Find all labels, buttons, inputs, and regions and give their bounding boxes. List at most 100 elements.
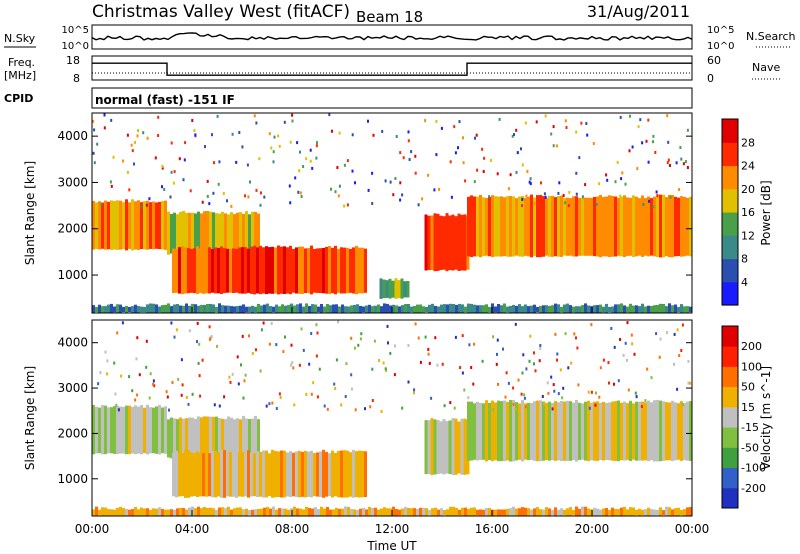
heatmap-cell-column — [439, 215, 443, 270]
heatmap-speckle — [128, 375, 131, 379]
heatmap-speckle — [504, 395, 507, 399]
heatmap-cell-column — [212, 508, 215, 516]
heatmap-speckle — [522, 353, 525, 357]
heatmap-cell-column — [281, 304, 284, 313]
heatmap-speckle — [443, 404, 446, 408]
heatmap-speckle — [512, 403, 515, 406]
heatmap-cell-column — [572, 306, 575, 313]
x-tick-label: 08:00 — [275, 522, 310, 536]
heatmap-cell-column — [167, 303, 170, 313]
heatmap-speckle — [178, 157, 181, 161]
heatmap-cell-column — [623, 401, 626, 461]
heatmap-cell-column — [575, 306, 578, 313]
heatmap-cell-column — [155, 508, 158, 516]
heatmap-speckle — [462, 161, 465, 165]
heatmap-speckle — [265, 404, 268, 408]
heatmap-cell-column — [260, 508, 263, 516]
heatmap-cell-column — [485, 400, 488, 462]
heatmap-cell-column — [668, 303, 671, 313]
heatmap-speckle — [607, 361, 610, 365]
heatmap-cell-column — [644, 509, 647, 516]
heatmap-cell-column — [346, 450, 349, 498]
heatmap-speckle — [146, 136, 149, 140]
heatmap-cell-column — [458, 509, 461, 516]
heatmap-cell-column — [436, 213, 440, 271]
heatmap-speckle — [188, 329, 191, 333]
heatmap-speckle — [525, 194, 528, 198]
power-panel: 1000 2000 3000 4000 Slant Range [km] 4 8 12 16… — [23, 112, 773, 314]
heatmap-speckle — [353, 346, 356, 350]
heatmap-cell-column — [275, 509, 278, 516]
heatmap-cell-column — [202, 246, 205, 294]
heatmap-cell-column — [584, 303, 587, 313]
heatmap-speckle — [681, 403, 684, 407]
heatmap-cell-column — [671, 195, 674, 258]
heatmap-cell-column — [346, 247, 349, 294]
heatmap-cell-column — [188, 417, 191, 459]
heatmap-cell-column — [659, 194, 662, 258]
heatmap-speckle — [461, 334, 464, 338]
heatmap-speckle — [277, 134, 280, 138]
heatmap-cell-column — [671, 509, 674, 516]
heatmap-cell-column — [203, 304, 206, 313]
heatmap-cell-column — [175, 248, 178, 293]
heatmap-cell-column — [107, 201, 110, 250]
heatmap-cell-column — [656, 195, 659, 257]
heatmap-cell-column — [473, 196, 476, 257]
heatmap-cell-column — [662, 510, 665, 516]
heatmap-cell-column — [560, 195, 563, 257]
heatmap-cell-column — [224, 305, 227, 313]
heatmap-speckle — [636, 167, 639, 171]
heatmap-speckle — [268, 402, 271, 406]
heatmap-speckle — [298, 169, 301, 173]
heatmap-cell-column — [164, 509, 167, 516]
heatmap-speckle — [551, 407, 554, 411]
heatmap-cell-column — [179, 211, 182, 255]
heatmap-cell-column — [125, 199, 128, 251]
heatmap-cell-column — [503, 509, 506, 516]
heatmap-speckle — [99, 371, 102, 375]
heatmap-cell-column — [287, 304, 290, 313]
heatmap-cell-column — [313, 453, 316, 497]
cpid-panel: CPID normal (fast) -151 IF — [4, 87, 693, 109]
heatmap-cell-column — [644, 306, 647, 313]
heatmap-cell-column — [224, 508, 227, 516]
heatmap-cell-column — [226, 452, 229, 497]
heatmap-cell-column — [416, 304, 419, 313]
heatmap-speckle — [316, 331, 319, 335]
heatmap-cell-column — [221, 507, 224, 516]
heatmap-speckle — [676, 328, 679, 332]
heatmap-cell-column — [602, 508, 605, 516]
heatmap-speckle — [414, 154, 417, 158]
heatmap-cell-column — [536, 400, 539, 462]
heatmap-cell-column — [110, 303, 113, 313]
heatmap-speckle — [238, 131, 241, 134]
heatmap-cell-column — [650, 402, 653, 461]
heatmap-cell-column — [208, 453, 211, 497]
heatmap-cell-column — [116, 200, 119, 250]
heatmap-cell-column — [680, 304, 683, 313]
heatmap-cell-column — [197, 416, 200, 459]
heatmap-cell-column — [104, 200, 107, 250]
heatmap-cell-column — [326, 507, 329, 516]
heatmap-cell-column — [128, 405, 131, 455]
heatmap-cell-column — [203, 211, 206, 255]
heatmap-speckle — [136, 336, 139, 340]
heatmap-cell-column — [158, 201, 161, 250]
heatmap-speckle — [384, 367, 387, 371]
heatmap-speckle — [624, 341, 627, 345]
heatmap-speckle — [541, 395, 544, 398]
heatmap-cell-column — [179, 417, 182, 459]
heatmap-cell-column — [382, 279, 386, 299]
heatmap-cell-column — [179, 507, 182, 516]
heatmap-cell-column — [182, 305, 185, 313]
heatmap-speckle — [315, 323, 318, 327]
heatmap-cell-column — [635, 305, 638, 313]
heatmap-speckle — [113, 361, 116, 365]
heatmap-cell-column — [533, 401, 536, 461]
heatmap-speckle — [453, 125, 456, 129]
heatmap-speckle — [502, 347, 504, 351]
colorbar-tick-label: 20 — [741, 183, 755, 196]
heatmap-cell-column — [668, 402, 671, 461]
heatmap-speckle — [424, 119, 427, 123]
